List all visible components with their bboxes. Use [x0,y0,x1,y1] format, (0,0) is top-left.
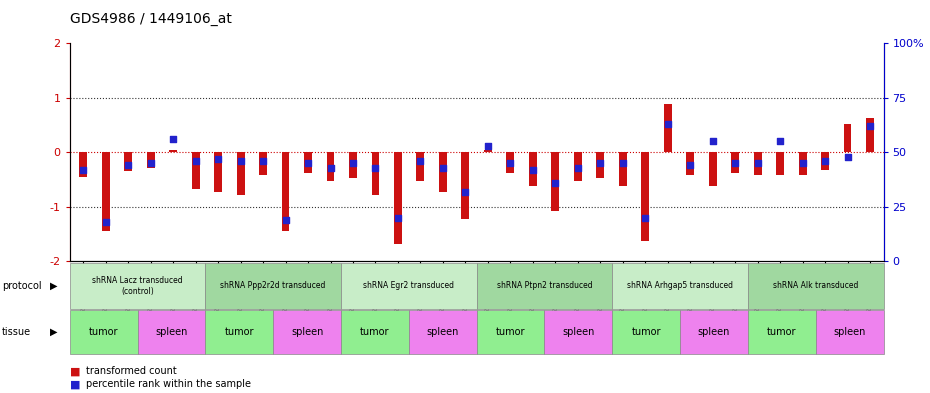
Bar [259,152,267,175]
Bar [282,152,289,231]
Point [323,164,338,171]
Bar [169,150,177,152]
Point [817,158,832,164]
Point [368,164,383,171]
Text: tumor: tumor [496,327,525,337]
Point [638,215,653,221]
Bar [821,152,829,170]
Point [76,167,91,173]
Point [233,158,248,164]
Bar [326,152,335,181]
Text: ■: ■ [70,379,80,389]
Bar [349,152,357,178]
Point [481,143,496,149]
Text: tissue: tissue [2,327,31,337]
Bar [371,152,379,195]
Text: shRNA Arhgap5 transduced: shRNA Arhgap5 transduced [627,281,733,290]
Point [727,160,742,166]
Point [391,215,405,221]
Point [592,160,607,166]
Point [840,154,855,160]
Bar [709,152,717,186]
Bar [214,152,222,191]
Text: tumor: tumor [89,327,118,337]
Bar [394,152,402,244]
Point [751,160,765,166]
Text: protocol: protocol [2,281,42,291]
Bar [461,152,470,219]
Text: shRNA Lacz transduced
(control): shRNA Lacz transduced (control) [92,276,183,296]
Bar [664,104,671,152]
Point [862,123,877,129]
Bar [79,152,87,177]
Point [346,160,361,166]
Text: tumor: tumor [360,327,390,337]
Bar [642,152,649,241]
Point [570,164,585,171]
Point [548,180,563,186]
Point [256,158,271,164]
Text: ■: ■ [70,366,80,376]
Bar [596,152,604,178]
Point [121,162,136,169]
Text: tumor: tumor [224,327,254,337]
Bar [304,152,312,173]
Text: spleen: spleen [698,327,730,337]
Bar [417,152,424,181]
Bar [192,152,200,189]
Bar [799,152,806,175]
Text: shRNA Egr2 transduced: shRNA Egr2 transduced [364,281,455,290]
Bar [484,150,492,152]
Bar [551,152,559,211]
Point [166,136,180,142]
Point [660,121,675,127]
Point [300,160,315,166]
Point [458,188,472,195]
Text: spleen: spleen [833,327,866,337]
Text: shRNA Ppp2r2d transduced: shRNA Ppp2r2d transduced [220,281,326,290]
Bar [844,124,852,152]
Text: transformed count: transformed count [86,366,177,376]
Point [99,219,113,225]
Bar [777,152,784,175]
Text: GDS4986 / 1449106_at: GDS4986 / 1449106_at [70,12,232,26]
Bar [574,152,582,181]
Point [683,162,698,169]
Point [435,164,450,171]
Bar [147,152,154,167]
Bar [686,152,694,175]
Bar [866,118,874,152]
Text: spleen: spleen [155,327,188,337]
Bar [753,152,762,175]
Bar [125,152,132,171]
Bar [731,152,739,173]
Point [525,167,540,173]
Text: shRNA Ptpn2 transduced: shRNA Ptpn2 transduced [497,281,592,290]
Point [773,138,788,145]
Point [188,158,203,164]
Text: spleen: spleen [427,327,458,337]
Point [143,160,158,166]
Point [503,160,518,166]
Text: tumor: tumor [631,327,661,337]
Text: spleen: spleen [562,327,594,337]
Text: tumor: tumor [767,327,796,337]
Point [616,160,631,166]
Text: spleen: spleen [291,327,324,337]
Point [278,217,293,223]
Point [705,138,720,145]
Text: shRNA Alk transduced: shRNA Alk transduced [773,281,858,290]
Bar [439,152,446,191]
Bar [236,152,245,195]
Text: ▶: ▶ [50,281,58,291]
Point [211,156,226,162]
Text: percentile rank within the sample: percentile rank within the sample [86,379,250,389]
Point [413,158,428,164]
Point [795,160,810,166]
Bar [507,152,514,173]
Bar [529,152,537,186]
Text: ▶: ▶ [50,327,58,337]
Bar [618,152,627,186]
Bar [101,152,110,231]
